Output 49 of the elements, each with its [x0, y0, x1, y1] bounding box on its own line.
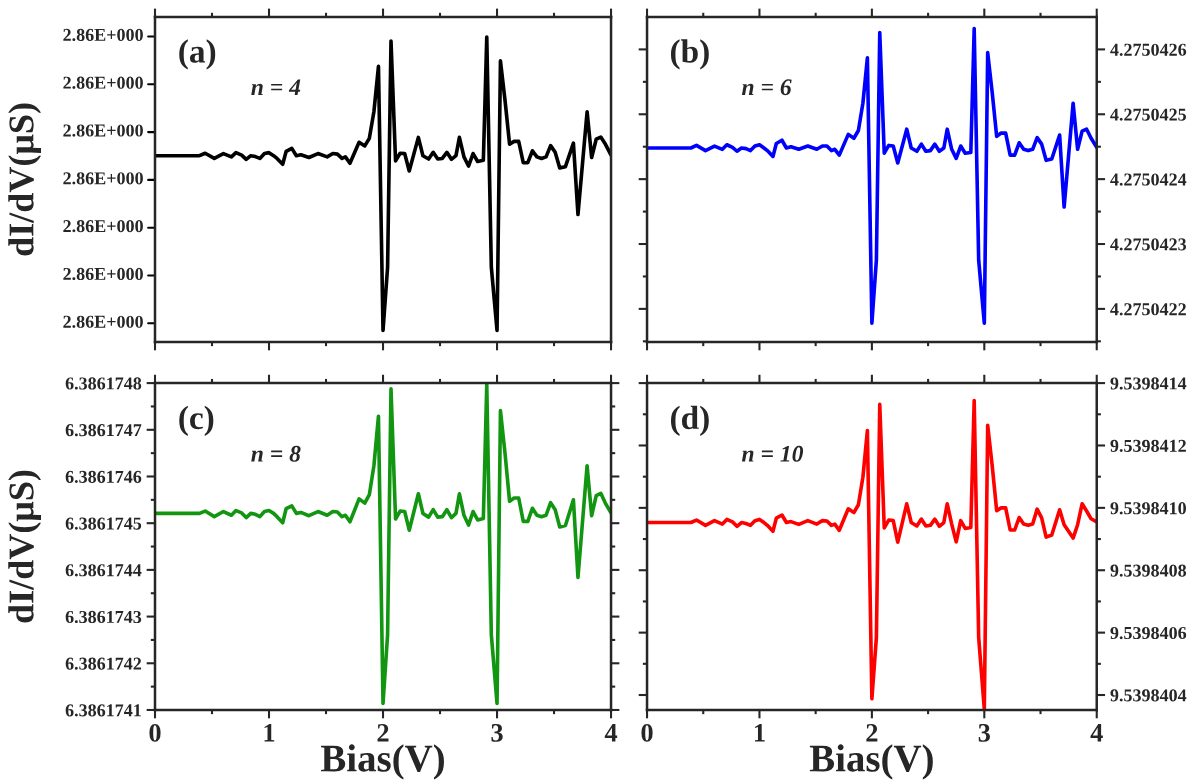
x-tick-label: 3 [491, 724, 503, 742]
y-axis-title: dI/dV(μS) [8, 103, 41, 256]
text: 2.86E+000 [63, 220, 143, 233]
x-axis-title: Bias(V) [321, 744, 444, 780]
y2-tick-label: 4.2750426 [1110, 43, 1187, 56]
text: 2.86E+000 [63, 267, 143, 281]
annotation: n = 10 [741, 445, 804, 462]
y-tick-label: 6.3861746 [65, 470, 142, 484]
x-tick-label: 2 [866, 724, 878, 742]
y-tick-label: 6.3861747 [65, 424, 142, 437]
text: 2.86E+000 [63, 172, 143, 185]
y-tick-label: 6.3861745 [65, 517, 142, 530]
y-tick-label: 6.3861748 [65, 377, 142, 390]
annotation: n = 8 [251, 445, 301, 462]
y2-tick-label: 9.5398414 [1110, 377, 1187, 390]
y2-tick-label: 9.5398412 [1110, 439, 1186, 452]
x-tick-label: 0 [641, 723, 653, 742]
annotation: n = 4 [251, 79, 301, 95]
line-series [647, 26, 1097, 325]
annotation: n = 6 [741, 79, 792, 96]
x-tick-label: 0 [149, 723, 161, 742]
annotation: (c) [179, 405, 214, 436]
text: 2.86E+000 [63, 124, 143, 137]
text: 2.86E+000 [63, 76, 143, 89]
y2-tick-label: 4.2750423 [1110, 238, 1187, 251]
y2-tick-label: 4.2750424 [1110, 173, 1187, 186]
y2-tick-label: 9.5398410 [1110, 502, 1186, 515]
x-tick-label: 3 [978, 724, 990, 742]
x-tick-label: 4 [1090, 724, 1103, 742]
y2-tick-label: 9.5398404 [1110, 689, 1187, 702]
text: 2.86E+000 [63, 315, 143, 328]
y-tick-label: 6.3861742 [65, 657, 142, 670]
y-tick-label: 6.3861741 [65, 704, 141, 717]
y-axis-title: dI/dV(μS) [8, 470, 41, 623]
y2-tick-label: 4.2750422 [1110, 303, 1186, 316]
y2-tick-label: 4.2750425 [1110, 108, 1186, 121]
x-tick-label: 4 [604, 724, 618, 742]
y-tick-label: 6.3861743 [65, 610, 142, 624]
y2-tick-label: 9.5398406 [1110, 626, 1187, 640]
annotation: (b) [670, 39, 709, 70]
text: 2.86E+000 [63, 28, 143, 42]
annotation: (a) [179, 39, 216, 70]
x-axis-title: Bias(V) [809, 744, 933, 780]
x-tick-label: 2 [377, 724, 389, 742]
x-tick-label: 1 [754, 724, 765, 742]
y2-tick-label: 9.5398408 [1110, 564, 1187, 577]
y-tick-label: 6.3861744 [65, 564, 142, 577]
x-tick-label: 1 [264, 724, 275, 742]
annotation: (d) [670, 405, 709, 436]
